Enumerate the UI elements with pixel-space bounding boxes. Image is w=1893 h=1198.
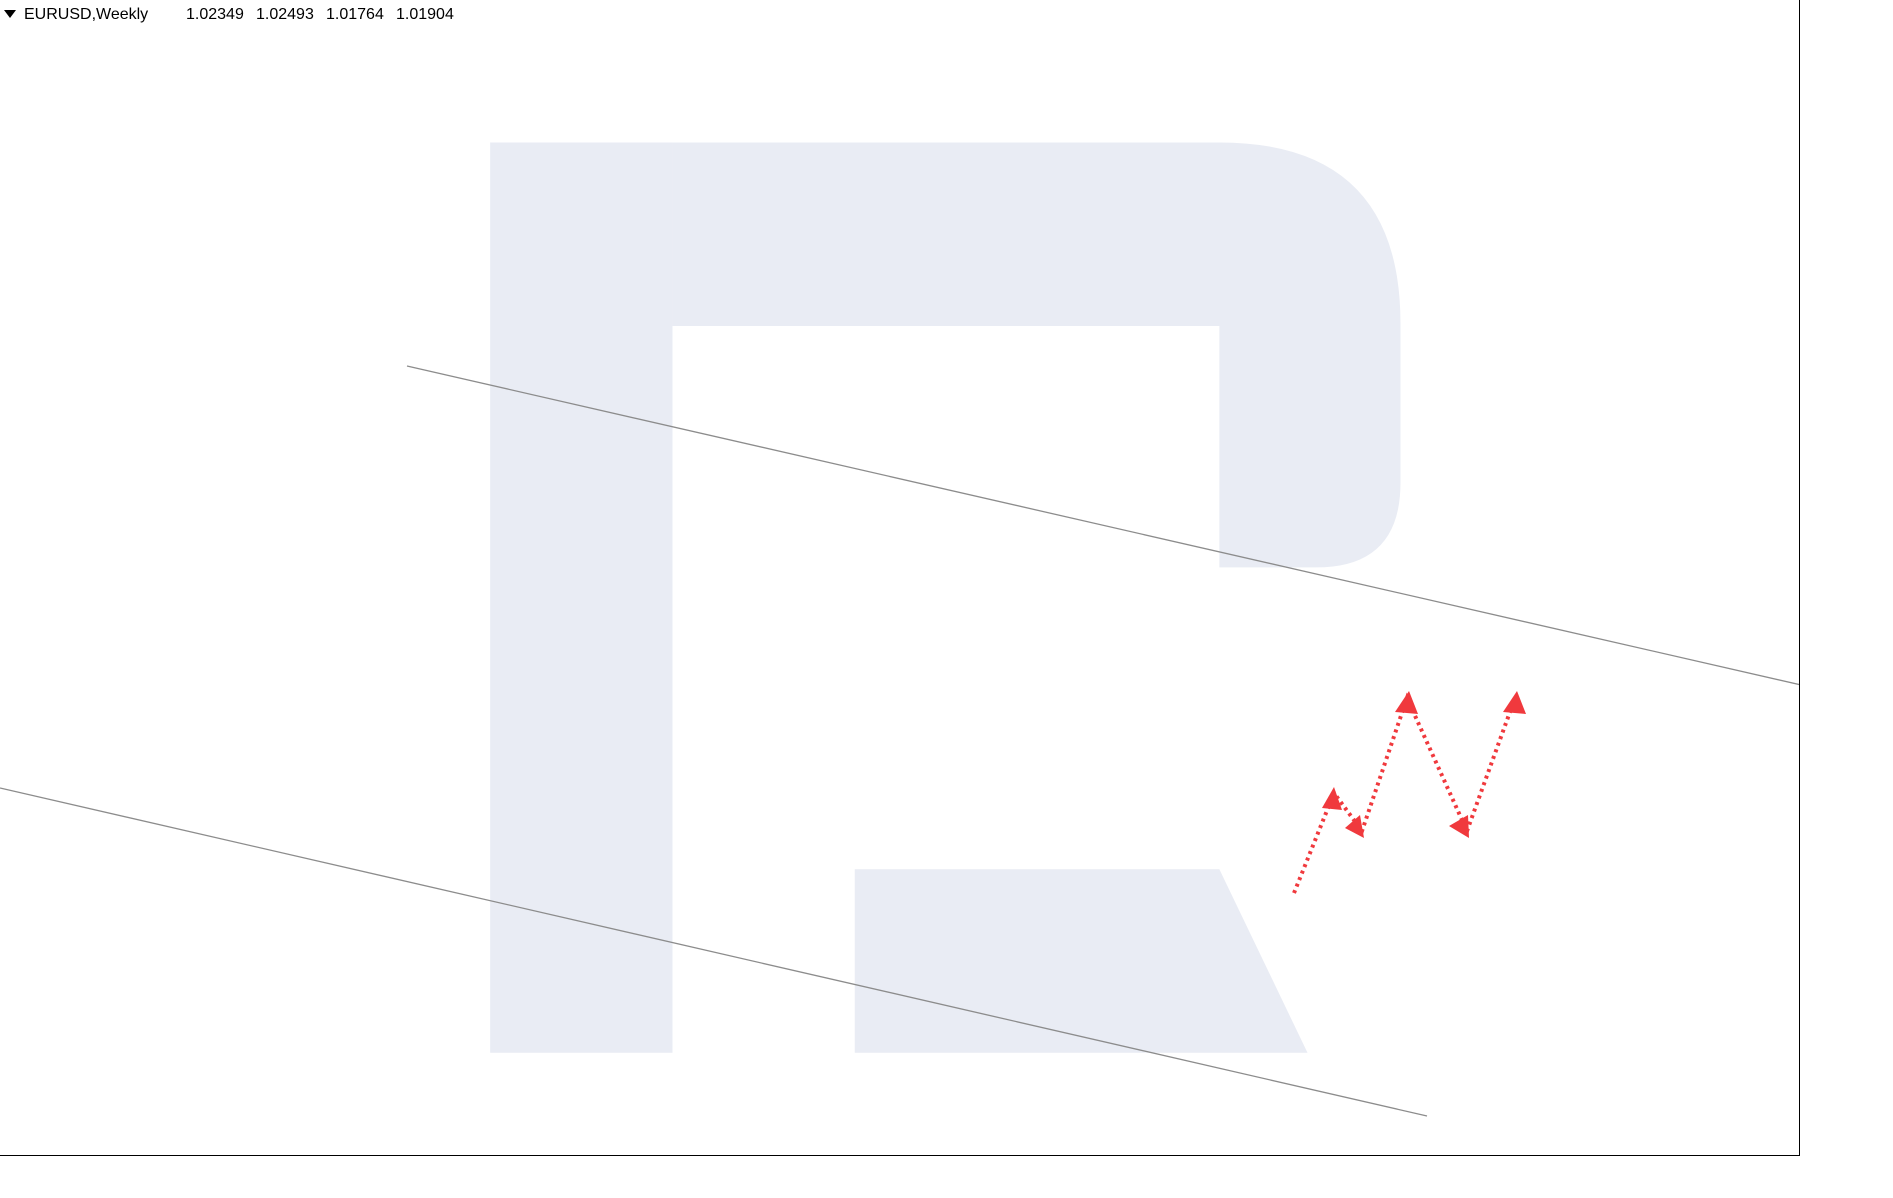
header-triangle	[4, 10, 16, 18]
forecast-path	[1292, 692, 1517, 894]
header-low: 1.01764	[326, 6, 384, 23]
watermark	[490, 142, 1401, 1053]
header-high: 1.02493	[256, 6, 314, 23]
header-close: 1.01904	[396, 6, 454, 23]
price-axis-panel	[1799, 0, 1893, 1198]
time-axis-panel	[0, 1155, 1893, 1198]
symbol-title: EURUSD,Weekly	[24, 6, 148, 23]
header-open: 1.02349	[186, 6, 244, 23]
forecast-arrowheads	[1322, 691, 1526, 838]
channel-upper	[406, 365, 1893, 707]
channel-lower	[0, 787, 1428, 1117]
